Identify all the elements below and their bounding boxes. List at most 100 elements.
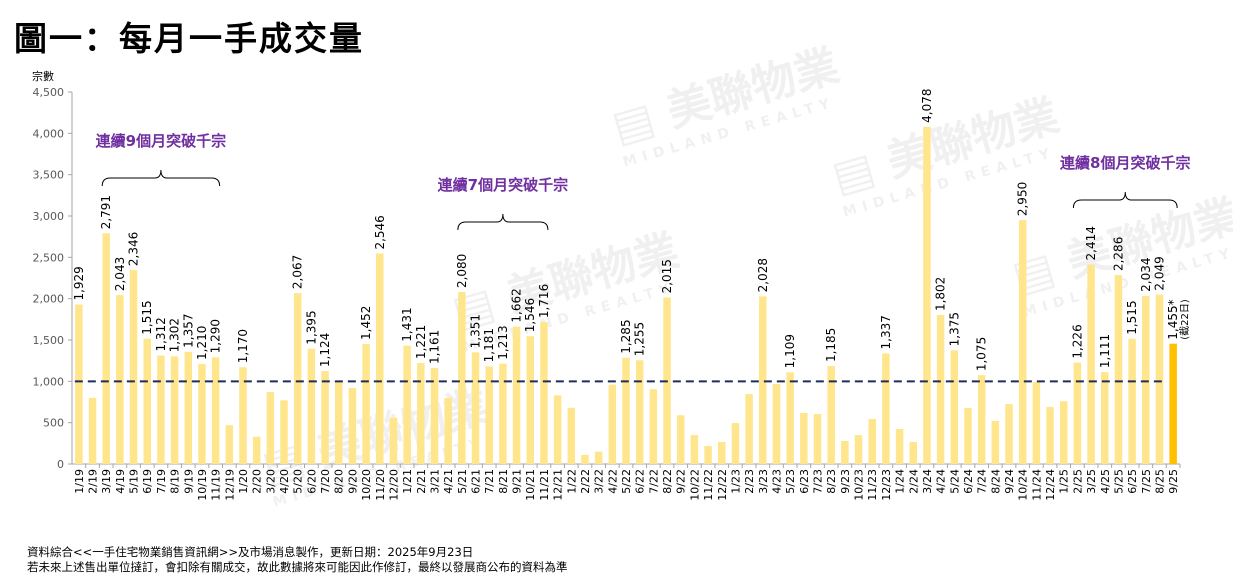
x-tick-label: 7/20: [319, 469, 332, 494]
x-tick-label: 2/22: [579, 469, 592, 494]
bar-3-25: [1087, 264, 1095, 464]
bar-3-22: [594, 451, 603, 464]
chart-title: 圖一：每月一手成交量: [14, 19, 364, 58]
data-label: 2,015: [660, 259, 674, 293]
bar-5-23: [786, 372, 794, 464]
x-tick-label: 3/21: [428, 469, 441, 494]
bar-3-24: [923, 126, 931, 465]
x-tick-label: 9/22: [675, 469, 688, 494]
x-tick-label: 1/25: [1058, 469, 1071, 494]
x-tick-label: 8/24: [989, 469, 1002, 494]
data-label: 1,213: [496, 325, 510, 359]
x-tick-label: 10/23: [853, 469, 866, 501]
bar-6-19: [143, 338, 151, 464]
bar-2-19: [88, 397, 97, 464]
x-tick-label: 4/23: [770, 469, 783, 494]
x-tick-label: 6/24: [962, 469, 975, 494]
x-tick-label: 7/23: [812, 469, 825, 494]
data-label: 1,337: [879, 315, 893, 349]
bar-3-20: [266, 392, 275, 464]
bar-12-22: [718, 442, 726, 464]
bar-7-25: [1142, 295, 1150, 464]
x-tick-label: 9/25: [1167, 469, 1180, 494]
data-label: 1,109: [783, 334, 797, 368]
x-tick-label: 8/21: [497, 469, 510, 494]
annotation-brace: [101, 169, 221, 187]
x-tick-label: 4/21: [442, 469, 455, 494]
bar-12-20: [389, 417, 398, 464]
data-label: 1,357: [181, 313, 195, 347]
bar-1-19: [75, 304, 83, 464]
data-label: 4,078: [920, 89, 934, 123]
x-tick-label: 2/24: [907, 469, 920, 494]
x-tick-label: 12/20: [387, 469, 400, 501]
bar-8-24: [991, 421, 1000, 464]
bar-8-23: [827, 366, 835, 464]
x-tick-label: 6/23: [798, 469, 811, 494]
source-note: 資料綜合<<一手住宅物業銷售資訊網>>及市場消息製作，更新日期：2025年9月2…: [27, 545, 474, 559]
x-tick-label: 3/19: [100, 469, 113, 494]
bar-7-22: [649, 389, 658, 464]
data-label: 1,111: [1098, 334, 1112, 368]
bar-6-23: [800, 412, 808, 464]
bar-7-19: [157, 355, 165, 464]
data-label: 1,802: [934, 277, 948, 311]
bar-10-24: [1018, 220, 1027, 464]
bar-1-21: [403, 345, 411, 464]
bar-6-20: [307, 348, 316, 464]
x-tick-label: 6/20: [305, 469, 318, 494]
x-tick-label: 11/24: [1030, 469, 1043, 501]
bar-2-21: [417, 363, 425, 464]
bar-5-24: [950, 350, 959, 464]
x-tick-label: 2/19: [87, 469, 100, 494]
bar-6-21: [471, 352, 480, 464]
bar-8-19: [170, 356, 179, 464]
data-label: 2,028: [756, 258, 770, 292]
data-label: 1,546: [523, 298, 537, 332]
bar-2-24: [909, 442, 918, 464]
y-tick-label: 500: [43, 417, 64, 430]
bar-11-23: [868, 419, 876, 464]
bar-10-23: [854, 435, 863, 464]
x-tick-label: 3/23: [757, 469, 770, 494]
y-tick-label: 1,500: [33, 334, 65, 347]
x-tick-label: 1/23: [729, 469, 742, 494]
x-tick-label: 2/21: [415, 469, 428, 494]
data-label: 1,124: [318, 333, 332, 367]
data-label-note: (截22日): [1178, 299, 1191, 340]
x-tick-label: 9/21: [511, 469, 524, 494]
bar-3-21: [430, 368, 439, 464]
data-label: 1,302: [168, 318, 182, 352]
bar-8-21: [499, 363, 507, 464]
x-tick-label: 2/25: [1071, 469, 1084, 494]
x-tick-label: 12/24: [1044, 469, 1057, 501]
data-label: 1,255: [633, 322, 647, 356]
bar-9-22: [676, 415, 685, 464]
data-label: 2,791: [99, 195, 113, 229]
bar-7-20: [321, 371, 329, 464]
x-tick-label: 7/22: [647, 469, 660, 494]
data-label: 1,716: [537, 284, 551, 318]
bar-7-21: [485, 366, 493, 464]
annotation-brace: [1072, 191, 1178, 209]
data-label: 1,290: [209, 319, 223, 353]
bar-1-25: [1059, 401, 1068, 464]
bar-9-23: [841, 441, 849, 464]
data-label: 1,431: [400, 307, 414, 341]
x-tick-label: 5/19: [128, 469, 141, 494]
x-tick-label: 4/24: [935, 469, 948, 494]
bar-12-24: [1046, 406, 1054, 464]
x-tick-label: 4/19: [114, 469, 127, 494]
bar-12-19: [225, 425, 234, 464]
bar-9-25: [1169, 343, 1177, 464]
data-label: 1,312: [154, 317, 168, 351]
bar-4-25: [1101, 372, 1109, 464]
data-label: 1,515: [1125, 300, 1139, 334]
x-tick-label: 10/21: [524, 469, 537, 501]
x-tick-label: 1/20: [237, 469, 250, 494]
x-tick-label: 1/24: [894, 469, 907, 494]
bar-9-20: [348, 387, 357, 464]
x-tick-label: 11/23: [866, 469, 879, 501]
data-label: 2,346: [127, 232, 141, 266]
annotation-label: 連續7個月突破千宗: [438, 176, 568, 194]
